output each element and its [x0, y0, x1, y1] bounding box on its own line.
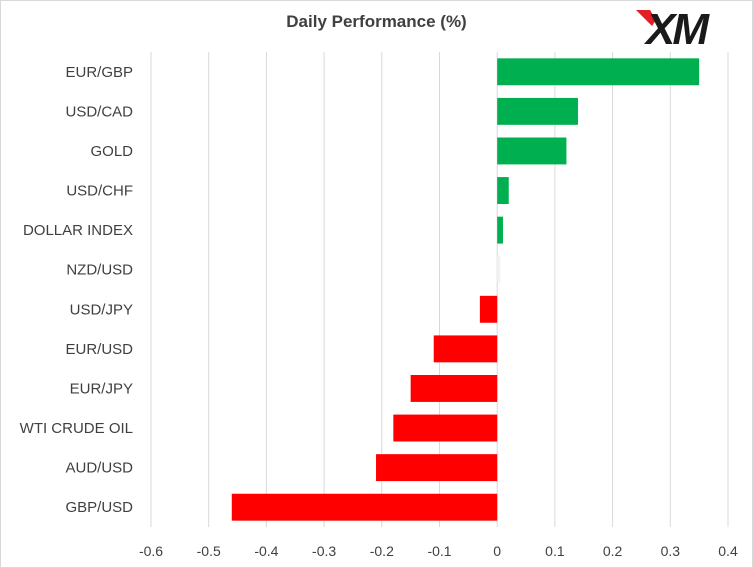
x-tick-label: -0.5: [197, 543, 221, 559]
bar: [497, 58, 700, 86]
x-tick-label: 0: [493, 543, 501, 559]
category-label: AUD/USD: [65, 460, 133, 477]
bar: [433, 335, 498, 363]
category-label: USD/CHF: [66, 183, 133, 200]
x-tick-label: 0.3: [661, 543, 681, 559]
x-tick-label: 0.4: [718, 543, 738, 559]
bar: [497, 177, 509, 204]
category-label: USD/JPY: [70, 301, 133, 318]
category-label: WTI CRUDE OIL: [20, 420, 133, 437]
bar: [231, 493, 498, 521]
x-tick-label: -0.4: [254, 543, 278, 559]
category-label: GOLD: [90, 143, 133, 160]
xm-logo-text: XM: [643, 5, 710, 50]
category-label: USD/CAD: [65, 103, 133, 120]
x-tick-label: -0.6: [139, 543, 163, 559]
category-label: DOLLAR INDEX: [23, 222, 133, 239]
bar: [479, 295, 498, 323]
x-tick-label: 0.1: [545, 543, 565, 559]
category-label: GBP/USD: [65, 499, 133, 516]
category-label: NZD/USD: [66, 262, 133, 279]
category-label: EUR/GBP: [65, 64, 133, 81]
category-label: EUR/USD: [65, 341, 133, 358]
bar: [410, 375, 498, 402]
bar: [497, 97, 578, 125]
x-tick-label: -0.2: [370, 543, 394, 559]
bar: [497, 216, 503, 244]
chart-title: Daily Performance (%): [286, 12, 467, 31]
bar: [497, 137, 567, 165]
x-tick-label: 0.2: [603, 543, 623, 559]
bar: [497, 256, 501, 284]
bar: [376, 454, 498, 482]
x-tick-label: -0.1: [427, 543, 451, 559]
xm-logo: XM: [636, 5, 713, 50]
x-tick-label: -0.3: [312, 543, 336, 559]
category-label: EUR/JPY: [70, 380, 133, 397]
bar: [393, 414, 498, 442]
